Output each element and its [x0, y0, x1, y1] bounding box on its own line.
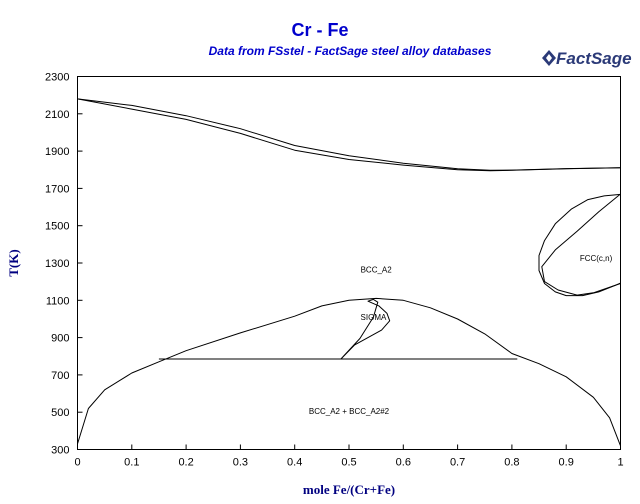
- factsage-logo-mark: [542, 50, 556, 66]
- phase-boundary-line: [541, 193, 621, 296]
- x-tick-label: 0: [74, 457, 80, 469]
- x-tick-label: 0.7: [450, 457, 465, 469]
- phase-boundary-line: [77, 297, 621, 446]
- x-tick-label: 0.1: [124, 457, 139, 469]
- x-tick-label: 0.8: [504, 457, 519, 469]
- chart-subtitle: Data from FSstel - FactSage steel alloy …: [208, 44, 492, 58]
- factsage-logo: FactSage: [542, 49, 632, 68]
- y-tick-label: 1900: [45, 146, 69, 158]
- y-tick-label: 1500: [45, 221, 69, 233]
- region-label-layer: BCC_A2 SIGMA FCC(c,n) BCC_A2 + BCC_A2#2: [309, 254, 613, 416]
- phase-boundary-layer: [77, 98, 621, 446]
- y-tick-label: 1300: [45, 258, 69, 270]
- region-label: BCC_A2: [361, 265, 393, 274]
- chart-title: Cr - Fe: [291, 20, 349, 40]
- region-label: BCC_A2 + BCC_A2#2: [309, 407, 390, 416]
- y-tick-label: 900: [51, 333, 69, 345]
- y-tick-label: 500: [51, 407, 69, 419]
- x-tick-label: 0.3: [233, 457, 248, 469]
- plot-frame: [77, 76, 621, 450]
- y-tick-label: 2100: [45, 109, 69, 121]
- region-label: FCC(c,n): [580, 254, 613, 263]
- x-tick-label: 0.2: [178, 457, 193, 469]
- factsage-logo-text: FactSage: [556, 49, 632, 68]
- x-tick-label: 0.6: [396, 457, 411, 469]
- x-axis-label: mole Fe/(Cr+Fe): [303, 482, 395, 497]
- region-label: SIGMA: [361, 313, 387, 322]
- x-tick-label: 0.5: [341, 457, 356, 469]
- phase-boundary-line: [77, 98, 621, 172]
- phase-boundary-line: [340, 298, 391, 360]
- x-tick-label: 0.4: [287, 457, 302, 469]
- phase-boundary-line: [77, 98, 621, 171]
- x-tick-label: 1: [617, 457, 623, 469]
- y-axis-label: T(K): [6, 249, 21, 276]
- tick-layer: 0 0.1 0.2 0.3 0.4 0.5 0.6 0.7 0.8 0.9 130050070090…: [45, 72, 624, 469]
- y-tick-label: 2300: [45, 72, 69, 84]
- x-tick-label: 0.9: [559, 457, 574, 469]
- y-tick-label: 1700: [45, 183, 69, 195]
- y-tick-label: 300: [51, 445, 69, 457]
- y-tick-label: 1100: [46, 295, 70, 307]
- y-tick-label: 700: [51, 370, 69, 382]
- phase-boundary-line: [538, 193, 621, 297]
